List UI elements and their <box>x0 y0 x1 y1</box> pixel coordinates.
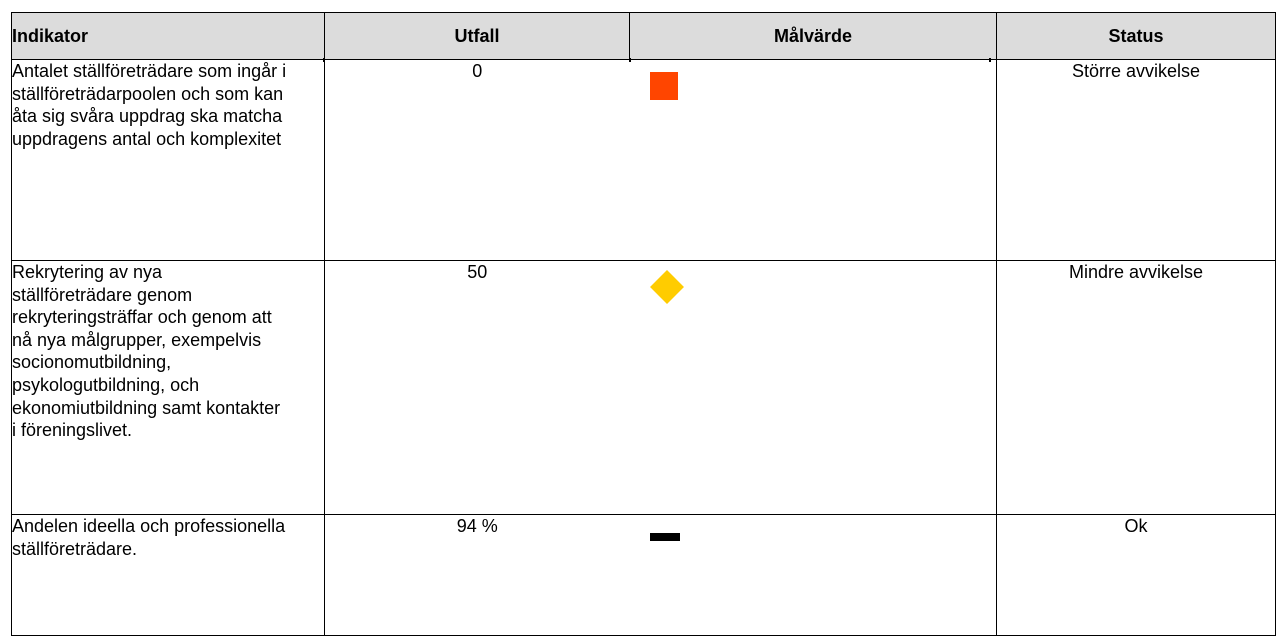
table-row: Andelen ideella och professionella ställ… <box>11 514 1276 636</box>
border-tick <box>629 58 631 62</box>
header-status: Status <box>996 12 1276 60</box>
status-cell: Ok <box>996 514 1276 636</box>
indikator-cell: Antalet ställföreträdare som ingår i stä… <box>11 59 325 261</box>
indikator-text: Andelen ideella och professionella ställ… <box>12 516 286 559</box>
utfall-cell: 0 <box>324 59 630 261</box>
utfall-cell: 94 % <box>324 514 630 636</box>
indikator-cell: Rekrytering av nya ställföreträdare geno… <box>11 260 325 515</box>
header-utfall: Utfall <box>324 12 630 60</box>
indikator-text: Rekrytering av nya ställföreträdare geno… <box>12 262 281 441</box>
table-row: Antalet ställföreträdare som ingår i stä… <box>11 59 1276 261</box>
indicator-table: Indikator Utfall Målvärde Status Antalet… <box>11 12 1276 636</box>
header-indikator: Indikator <box>11 12 325 60</box>
yellow-diamond-icon <box>649 270 684 304</box>
border-tick <box>323 58 325 62</box>
border-tick <box>989 58 991 62</box>
malvarde-cell <box>629 59 997 261</box>
indikator-cell: Andelen ideella och professionella ställ… <box>11 514 325 636</box>
status-cell: Mindre avvikelse <box>996 260 1276 515</box>
header-malvarde: Målvärde <box>629 12 997 60</box>
status-cell: Större avvikelse <box>996 59 1276 261</box>
table-row: Rekrytering av nya ställföreträdare geno… <box>11 260 1276 515</box>
utfall-cell: 50 <box>324 260 630 515</box>
black-dash-icon <box>649 533 680 541</box>
malvarde-cell <box>629 514 997 636</box>
indicator-table-wrapper: Indikator Utfall Målvärde Status Antalet… <box>11 12 1276 636</box>
malvarde-cell <box>629 260 997 515</box>
red-square-icon <box>649 72 678 100</box>
indikator-text: Antalet ställföreträdare som ingår i stä… <box>12 61 287 149</box>
table-header-row: Indikator Utfall Målvärde Status <box>11 12 1276 60</box>
